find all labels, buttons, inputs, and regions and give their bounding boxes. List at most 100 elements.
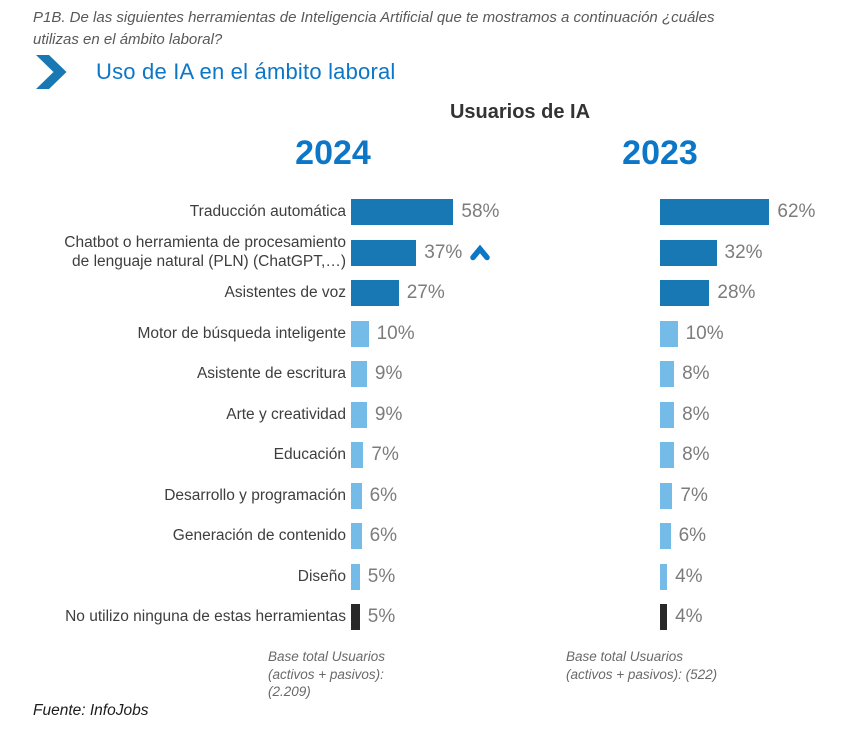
chevron-right-icon [36,55,67,89]
bar-2024 [351,199,454,226]
bar-2024 [351,442,364,469]
value-label-2023: 8% [682,363,710,385]
value-label-2023: 10% [685,322,724,344]
value-label-2024: 27% [406,282,445,304]
value-label-2023: 8% [682,403,710,425]
bar-2024 [351,361,367,388]
bar-2023 [660,199,770,226]
chart-row: Educación 7% 8% [0,435,859,476]
value-label-2024: 9% [374,403,403,425]
category-label: Diseño [297,567,346,585]
bar-2024 [351,523,362,550]
bar-cell-2023: 8% [660,354,859,395]
value-label-2024: 7% [371,444,399,466]
value-label-2024: 6% [369,525,398,547]
bar-2023 [660,604,668,631]
question-text: P1B. De las siguientes herramientas de I… [33,9,715,48]
bar-2023 [660,482,673,509]
chart-row: Generación de contenido 6% 6% [0,516,859,557]
chart-row: No utilizo ninguna de estas herramientas… [0,597,859,638]
bar-cell-2023: 62% [660,192,859,233]
bar-2024 [351,320,369,347]
bar-cell-2023: 28% [660,273,859,314]
category-label: Asistentes de voz [224,284,346,301]
chart-row: Traducción automática 58% 62% [0,192,859,233]
base-note-2024: Base total Usuarios (activos + pasivos):… [268,649,386,699]
value-label-2023: 4% [675,606,703,628]
value-label-2023: 8% [682,444,710,466]
chart-row: Asistentes de voz 27% 28% [0,273,859,314]
source-text: Fuente: InfoJobs [33,702,149,719]
bar-2023 [660,563,668,590]
bar-2024 [351,239,417,266]
value-label-2023: 4% [675,565,703,587]
increase-arrow-icon [470,244,491,261]
value-label-2024: 58% [461,201,500,223]
bar-cell-2023: 10% [660,314,859,355]
bar-cell-2024: 27% [351,273,660,314]
bar-cell-2024: 58% [351,192,660,233]
value-label-2024: 5% [367,606,396,628]
chart-row: Asistente de escritura 9% 8% [0,354,859,395]
bar-cell-2023: 8% [660,395,859,436]
bar-2023 [660,239,717,266]
bar-2023 [660,523,671,550]
category-label: Motor de búsqueda inteligente [137,324,346,342]
category-label: Generación de contenido [172,527,346,544]
year-header-2024: 2024 [295,134,371,172]
section-title-row: Uso de IA en el ámbito laboral [36,55,396,89]
value-label-2023: 62% [777,201,816,223]
chart-row: Desarrollo y programación 6% 7% [0,476,859,517]
bar-2024 [351,401,367,428]
chart-row: Chatbot o herramienta de procesamiento d… [0,233,859,274]
bar-2023 [660,401,675,428]
chart-row: Diseño 5% 4% [0,557,859,598]
year-header-2023: 2023 [622,134,698,172]
bar-cell-2023: 4% [660,557,859,598]
bar-2023 [660,320,678,347]
chart-title: Usuarios de IA [449,101,591,123]
chart-row: Arte y creatividad 9% 8% [0,395,859,436]
value-label-2024: 6% [369,484,398,506]
bar-2024 [351,604,360,631]
category-label: Asistente de escritura [196,365,346,382]
category-label: No utilizo ninguna de estas herramientas [65,608,346,625]
bar-cell-2024: 5% [351,557,660,598]
bar-cell-2024: 5% [351,597,660,638]
bar-cell-2023: 7% [660,476,859,517]
bar-cell-2024: 6% [351,476,660,517]
bar-2023 [660,442,675,469]
value-label-2024: 9% [374,363,403,385]
chart-rows: Traducción automática 58% 62% Chatbot o her… [0,192,859,638]
value-label-2023: 32% [724,241,763,263]
bar-cell-2023: 8% [660,435,859,476]
category-label: Traducción automática [189,203,346,220]
value-label-2023: 7% [680,484,708,506]
value-label-2023: 6% [678,525,707,547]
bar-2023 [660,361,675,388]
base-note-2023: Base total Usuarios (activos + pasivos):… [566,649,718,682]
chart-row: Motor de búsqueda inteligente 10% 10% [0,314,859,355]
bar-2023 [660,280,710,307]
bar-2024 [351,280,399,307]
bar-cell-2024: 7% [351,435,660,476]
bar-cell-2024: 6% [351,516,660,557]
bar-cell-2023: 32% [660,233,859,274]
value-label-2023: 28% [717,282,756,304]
value-label-2024: 10% [376,322,415,344]
bar-cell-2024: 9% [351,395,660,436]
bar-cell-2024: 37% [351,233,660,274]
category-label: Chatbot o herramienta de procesamiento d… [64,234,346,270]
category-label: Desarrollo y programación [164,486,346,504]
category-label: Educación [273,446,346,463]
bar-cell-2024: 10% [351,314,660,355]
bar-cell-2023: 4% [660,597,859,638]
section-title: Uso de IA en el ámbito laboral [96,59,396,84]
value-label-2024: 37% [424,241,463,263]
bar-2024 [351,482,362,509]
bar-cell-2023: 6% [660,516,859,557]
category-label: Arte y creatividad [226,405,346,423]
value-label-2024: 5% [367,565,396,587]
bar-2024 [351,563,360,590]
